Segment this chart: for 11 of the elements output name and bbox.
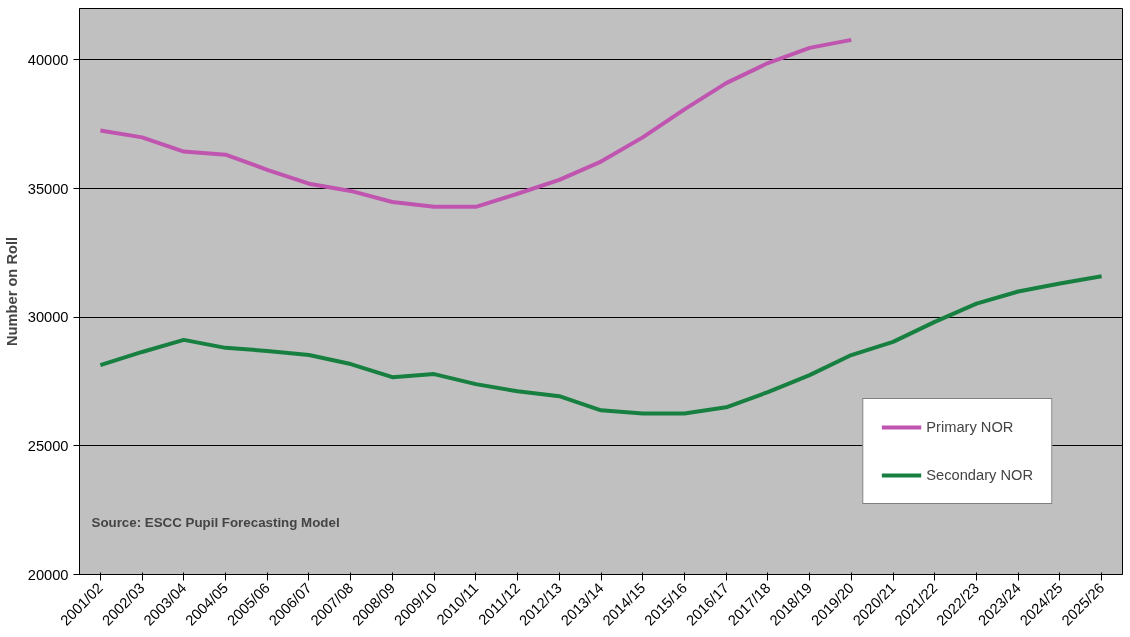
legend-label: Secondary NOR (926, 467, 1033, 483)
line-series (98, 37, 854, 209)
y-tick-label: 25000 (27, 437, 69, 454)
y-tick-label: 20000 (27, 566, 69, 583)
y-tick-label: 40000 (27, 51, 69, 68)
y-tick-label: 30000 (27, 309, 69, 326)
y-tick-label: 35000 (27, 180, 69, 197)
annotation: Source: ESCC Pupil Forecasting Model (91, 514, 340, 530)
y-axis-title: Number on Roll (3, 236, 20, 347)
line-series (98, 274, 1104, 416)
legend-label: Primary NOR (926, 419, 1014, 435)
